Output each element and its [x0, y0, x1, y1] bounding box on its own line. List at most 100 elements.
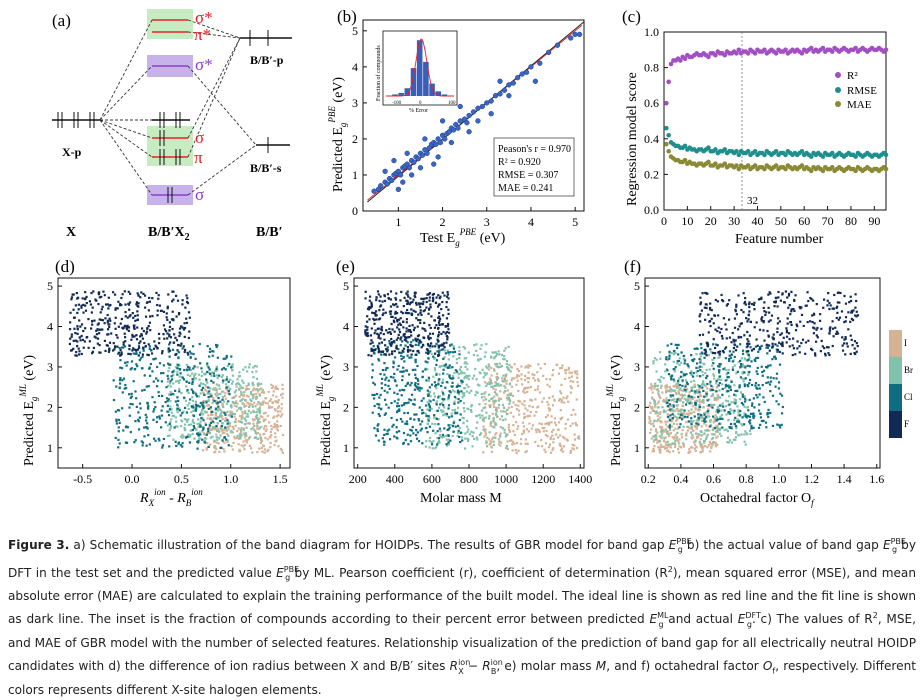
point-Br [652, 362, 654, 364]
point-F [379, 295, 381, 297]
point-I [273, 444, 275, 446]
point-Br [248, 422, 250, 424]
point-I [214, 446, 216, 448]
point-F [167, 306, 169, 308]
point-F [389, 311, 391, 313]
point-Cl [182, 347, 184, 349]
point-Br [246, 388, 248, 390]
point-Cl [408, 398, 410, 400]
test-point [506, 93, 511, 98]
point-Cl [153, 438, 155, 440]
point-F [107, 323, 109, 325]
point-I [531, 373, 533, 375]
point-Cl [158, 395, 160, 397]
test-point [476, 106, 481, 111]
point-F [786, 330, 788, 332]
point-F [381, 341, 383, 343]
point-I [713, 421, 715, 423]
point-Cl [207, 345, 209, 347]
point-Cl [191, 383, 193, 385]
point-Br [698, 404, 700, 406]
point-I [274, 440, 276, 442]
point-Br [242, 369, 244, 371]
point-Br [222, 406, 224, 408]
point-F [815, 329, 817, 331]
point-F [92, 351, 94, 353]
point-Br [215, 370, 217, 372]
point-F [417, 314, 419, 316]
point-F [131, 349, 133, 351]
point-I [261, 391, 263, 393]
antibonding-green-box [147, 9, 193, 39]
point-I [541, 423, 543, 425]
point-F [186, 322, 188, 324]
point-I [228, 428, 230, 430]
point-Br [660, 385, 662, 387]
point-Cl [388, 340, 390, 342]
point-I [243, 448, 245, 450]
point-Br [442, 436, 444, 438]
point-Cl [766, 412, 768, 414]
point-F [417, 326, 419, 328]
point-I [218, 442, 220, 444]
point-Br [198, 374, 200, 376]
point-Br [668, 390, 670, 392]
point-Br [686, 426, 688, 428]
point-F [177, 344, 179, 346]
point-Cl [684, 360, 686, 362]
point-F [375, 310, 377, 312]
point-Br [191, 396, 193, 398]
point-Br [462, 422, 464, 424]
point-Cl [209, 373, 211, 375]
point-F [170, 336, 172, 338]
point-F [441, 301, 443, 303]
point-Br [464, 387, 466, 389]
point-F [188, 330, 190, 332]
correlation-lines [100, 20, 256, 195]
point-Cl [405, 385, 407, 387]
point-Br [476, 421, 478, 423]
point-F [379, 300, 381, 302]
point-Br [504, 431, 506, 433]
point-I [215, 415, 217, 417]
point-I [715, 414, 717, 416]
point-F [375, 299, 377, 301]
point-Cl [749, 399, 751, 401]
point-F [446, 338, 448, 340]
point-I [576, 447, 578, 449]
point-F [140, 333, 142, 335]
point-I [500, 410, 502, 412]
point-Cl [755, 394, 757, 396]
point-Cl [217, 401, 219, 403]
point-Cl [210, 380, 212, 382]
point-Br [467, 386, 469, 388]
point-Cl [208, 366, 210, 368]
point-Br [652, 435, 654, 437]
point-Cl [415, 377, 417, 379]
point-F [413, 310, 415, 312]
point-I [257, 432, 259, 434]
point-F [841, 310, 843, 312]
point-Br [464, 362, 466, 364]
point-Cl [406, 420, 408, 422]
point-Cl [410, 382, 412, 384]
point-Cl [219, 447, 221, 449]
point-Cl [167, 405, 169, 407]
point-I [272, 417, 274, 419]
point-I [264, 448, 266, 450]
y-tick-label: 3 [47, 360, 53, 374]
point-Cl [721, 394, 723, 396]
inset-tick-100: 100 [448, 101, 456, 106]
point-F [405, 330, 407, 332]
test-point [442, 137, 447, 142]
point-I [246, 441, 248, 443]
point-I [539, 431, 541, 433]
point-Br [659, 435, 661, 437]
point-F [92, 307, 94, 309]
point-I [210, 428, 212, 430]
point-Cl [398, 365, 400, 367]
point-F [429, 345, 431, 347]
point-I [701, 448, 703, 450]
point-Cl [381, 378, 383, 380]
point-Br [215, 412, 217, 414]
